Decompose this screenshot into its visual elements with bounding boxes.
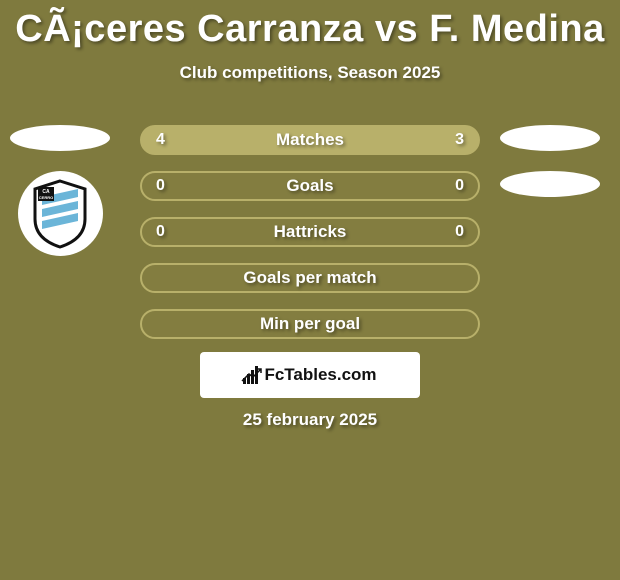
stat-right-value: 0 <box>455 177 464 195</box>
stat-left-value: 4 <box>156 131 165 149</box>
stat-label: Min per goal <box>260 314 360 334</box>
stat-left-value: 0 <box>156 223 165 241</box>
club-logo-left: CA CERRO <box>18 171 103 256</box>
chart-icon <box>243 366 258 384</box>
brand-badge[interactable]: FcTables.com <box>200 352 420 398</box>
player-badge-right-2 <box>500 171 600 197</box>
stat-left-value: 0 <box>156 177 165 195</box>
player-badge-right-1 <box>500 125 600 151</box>
stats-table: 4 Matches 3 0 Goals 0 0 Hattricks 0 Goal… <box>140 125 480 355</box>
brand-text: FcTables.com <box>264 365 376 385</box>
stat-label: Matches <box>276 130 344 150</box>
stat-row-goals-per-match: Goals per match <box>140 263 480 293</box>
svg-text:CERRO: CERRO <box>39 195 53 200</box>
stat-row-hattricks: 0 Hattricks 0 <box>140 217 480 247</box>
stat-label: Goals <box>286 176 333 196</box>
stat-right-value: 3 <box>455 131 464 149</box>
footer-date: 25 february 2025 <box>243 410 377 430</box>
stat-row-goals: 0 Goals 0 <box>140 171 480 201</box>
stat-row-min-per-goal: Min per goal <box>140 309 480 339</box>
cerro-shield-icon: CA CERRO <box>30 179 90 249</box>
left-player-column: CA CERRO <box>10 125 110 256</box>
right-player-column <box>500 125 600 197</box>
stat-label: Hattricks <box>274 222 347 242</box>
stat-right-value: 0 <box>455 223 464 241</box>
page-title: CÃ¡ceres Carranza vs F. Medina <box>0 0 620 51</box>
page-subtitle: Club competitions, Season 2025 <box>0 63 620 83</box>
stat-row-matches: 4 Matches 3 <box>140 125 480 155</box>
player-badge-left <box>10 125 110 151</box>
stat-label: Goals per match <box>243 268 376 288</box>
